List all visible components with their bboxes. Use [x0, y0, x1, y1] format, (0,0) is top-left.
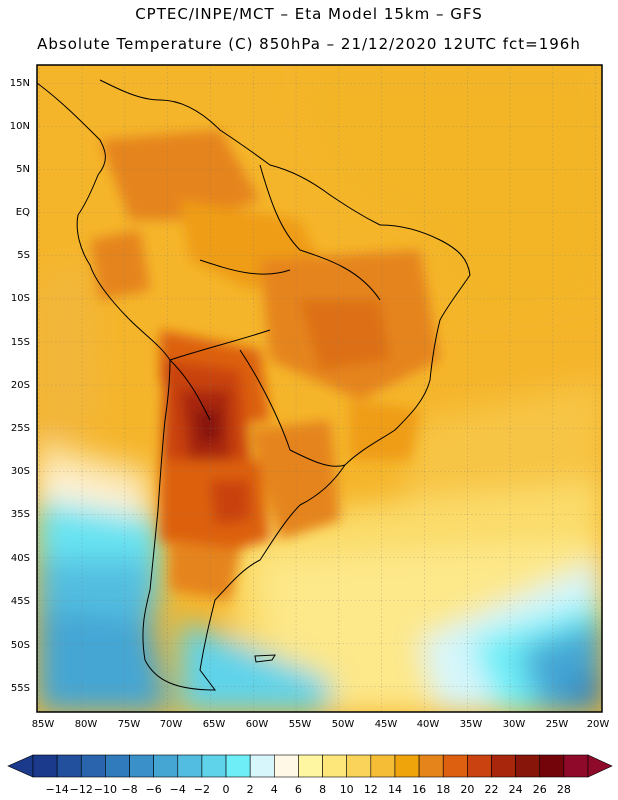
colorbar-label: −4	[170, 783, 186, 796]
colorbar-label: 0	[223, 783, 230, 796]
lat-label-40s: 40S	[11, 553, 30, 564]
lon-label-75w: 75W	[118, 719, 141, 730]
lat-label-20s: 20S	[11, 380, 30, 391]
colorbar-swatch	[177, 754, 203, 778]
lat-label-10n: 10N	[10, 121, 30, 132]
colorbar-label: 12	[364, 783, 378, 796]
colorbar-label: −12	[70, 783, 93, 796]
colorbar-swatch	[539, 754, 565, 778]
colorbar-swatch	[105, 754, 130, 778]
colorbar-label: 22	[484, 783, 498, 796]
lon-label-85w: 85W	[32, 719, 55, 730]
colorbar-swatch	[56, 754, 82, 778]
colorbar-label: −8	[121, 783, 137, 796]
colorbar-label: 16	[412, 783, 426, 796]
lat-label-eq: EQ	[16, 207, 30, 218]
colorbar-label: 10	[340, 783, 354, 796]
lat-label-25s: 25S	[11, 423, 30, 434]
colorbar-label: 6	[295, 783, 302, 796]
lat-label-15n: 15N	[10, 78, 30, 89]
lat-label-5n: 5N	[16, 164, 30, 175]
lat-label-45s: 45S	[11, 596, 30, 607]
lon-label-80w: 80W	[75, 719, 98, 730]
longitude-axis: 85W 80W 75W 70W 65W 60W 55W 50W 45W 40W …	[32, 719, 610, 730]
map-frame	[36, 64, 603, 713]
lat-label-55s: 55S	[11, 683, 30, 694]
colorbar-label: 26	[533, 783, 547, 796]
colorbar-arrow-high	[587, 754, 613, 778]
colorbar-swatch	[394, 754, 420, 778]
colorbar-label: −2	[194, 783, 210, 796]
lon-label-20w: 20W	[587, 719, 610, 730]
lon-label-55w: 55W	[289, 719, 312, 730]
colorbar-swatch	[129, 754, 154, 778]
colorbar-label: −10	[94, 783, 117, 796]
lon-label-30w: 30W	[503, 719, 526, 730]
colorbar-swatch	[225, 754, 251, 778]
coastline	[36, 79, 471, 691]
map-title: CPTEC/INPE/MCT – Eta Model 15km – GFS	[135, 5, 483, 23]
colorbar-swatch	[442, 754, 468, 778]
colorbar-label: 28	[557, 783, 571, 796]
lat-label-35s: 35S	[11, 509, 30, 520]
graticule	[37, 65, 602, 712]
colorbar-swatch	[418, 754, 444, 778]
lat-label-50s: 50S	[11, 640, 30, 651]
colorbar-swatch	[249, 754, 275, 778]
colorbar-label: 2	[247, 783, 254, 796]
colorbar-swatch	[298, 754, 323, 778]
latitude-axis: 15N 10N 5N EQ 5S 10S 15S 20S 25S 30S 35S…	[10, 78, 30, 694]
map-subtitle: Absolute Temperature (C) 850hPa – 21/12/…	[37, 35, 581, 53]
lon-label-25w: 25W	[546, 719, 569, 730]
lat-label-30s: 30S	[11, 466, 30, 477]
colorbar-label: 20	[460, 783, 474, 796]
lon-label-50w: 50W	[332, 719, 355, 730]
colorbar-label: −6	[146, 783, 162, 796]
colorbar-swatch	[491, 754, 516, 778]
lat-label-15s: 15S	[11, 337, 30, 348]
colorbar-swatch	[153, 754, 179, 778]
colorbar-swatch	[201, 754, 227, 778]
colorbar-swatch	[32, 754, 58, 778]
colorbar-label: 8	[319, 783, 326, 796]
colorbar-swatch	[467, 754, 492, 778]
colorbar-label: 18	[436, 783, 450, 796]
lon-label-45w: 45W	[375, 719, 398, 730]
colorbar-swatch	[80, 754, 106, 778]
lat-label-10s: 10S	[11, 293, 30, 304]
lon-label-70w: 70W	[160, 719, 183, 730]
lon-label-35w: 35W	[460, 719, 483, 730]
lon-label-65w: 65W	[203, 719, 226, 730]
lon-label-40w: 40W	[417, 719, 440, 730]
colorbar-swatch	[274, 754, 299, 778]
colorbar-swatch	[346, 754, 372, 778]
colorbar-swatch	[370, 754, 396, 778]
colorbar-swatch	[515, 754, 541, 778]
colorbar-label: 4	[271, 783, 278, 796]
colorbar-label: −14	[46, 783, 69, 796]
lat-label-5s: 5S	[17, 250, 30, 261]
colorbar-label: 14	[388, 783, 402, 796]
colorbar: −14 −12 −10 −8 −6 −4 −2 0 2 4 6 8 10 12 14 16 18 20 22 24 26…	[7, 754, 613, 796]
colorbar-swatch	[563, 754, 589, 778]
lon-label-60w: 60W	[246, 719, 269, 730]
colorbar-swatch	[322, 754, 347, 778]
colorbar-arrow-low	[7, 754, 34, 778]
colorbar-label: 24	[509, 783, 523, 796]
